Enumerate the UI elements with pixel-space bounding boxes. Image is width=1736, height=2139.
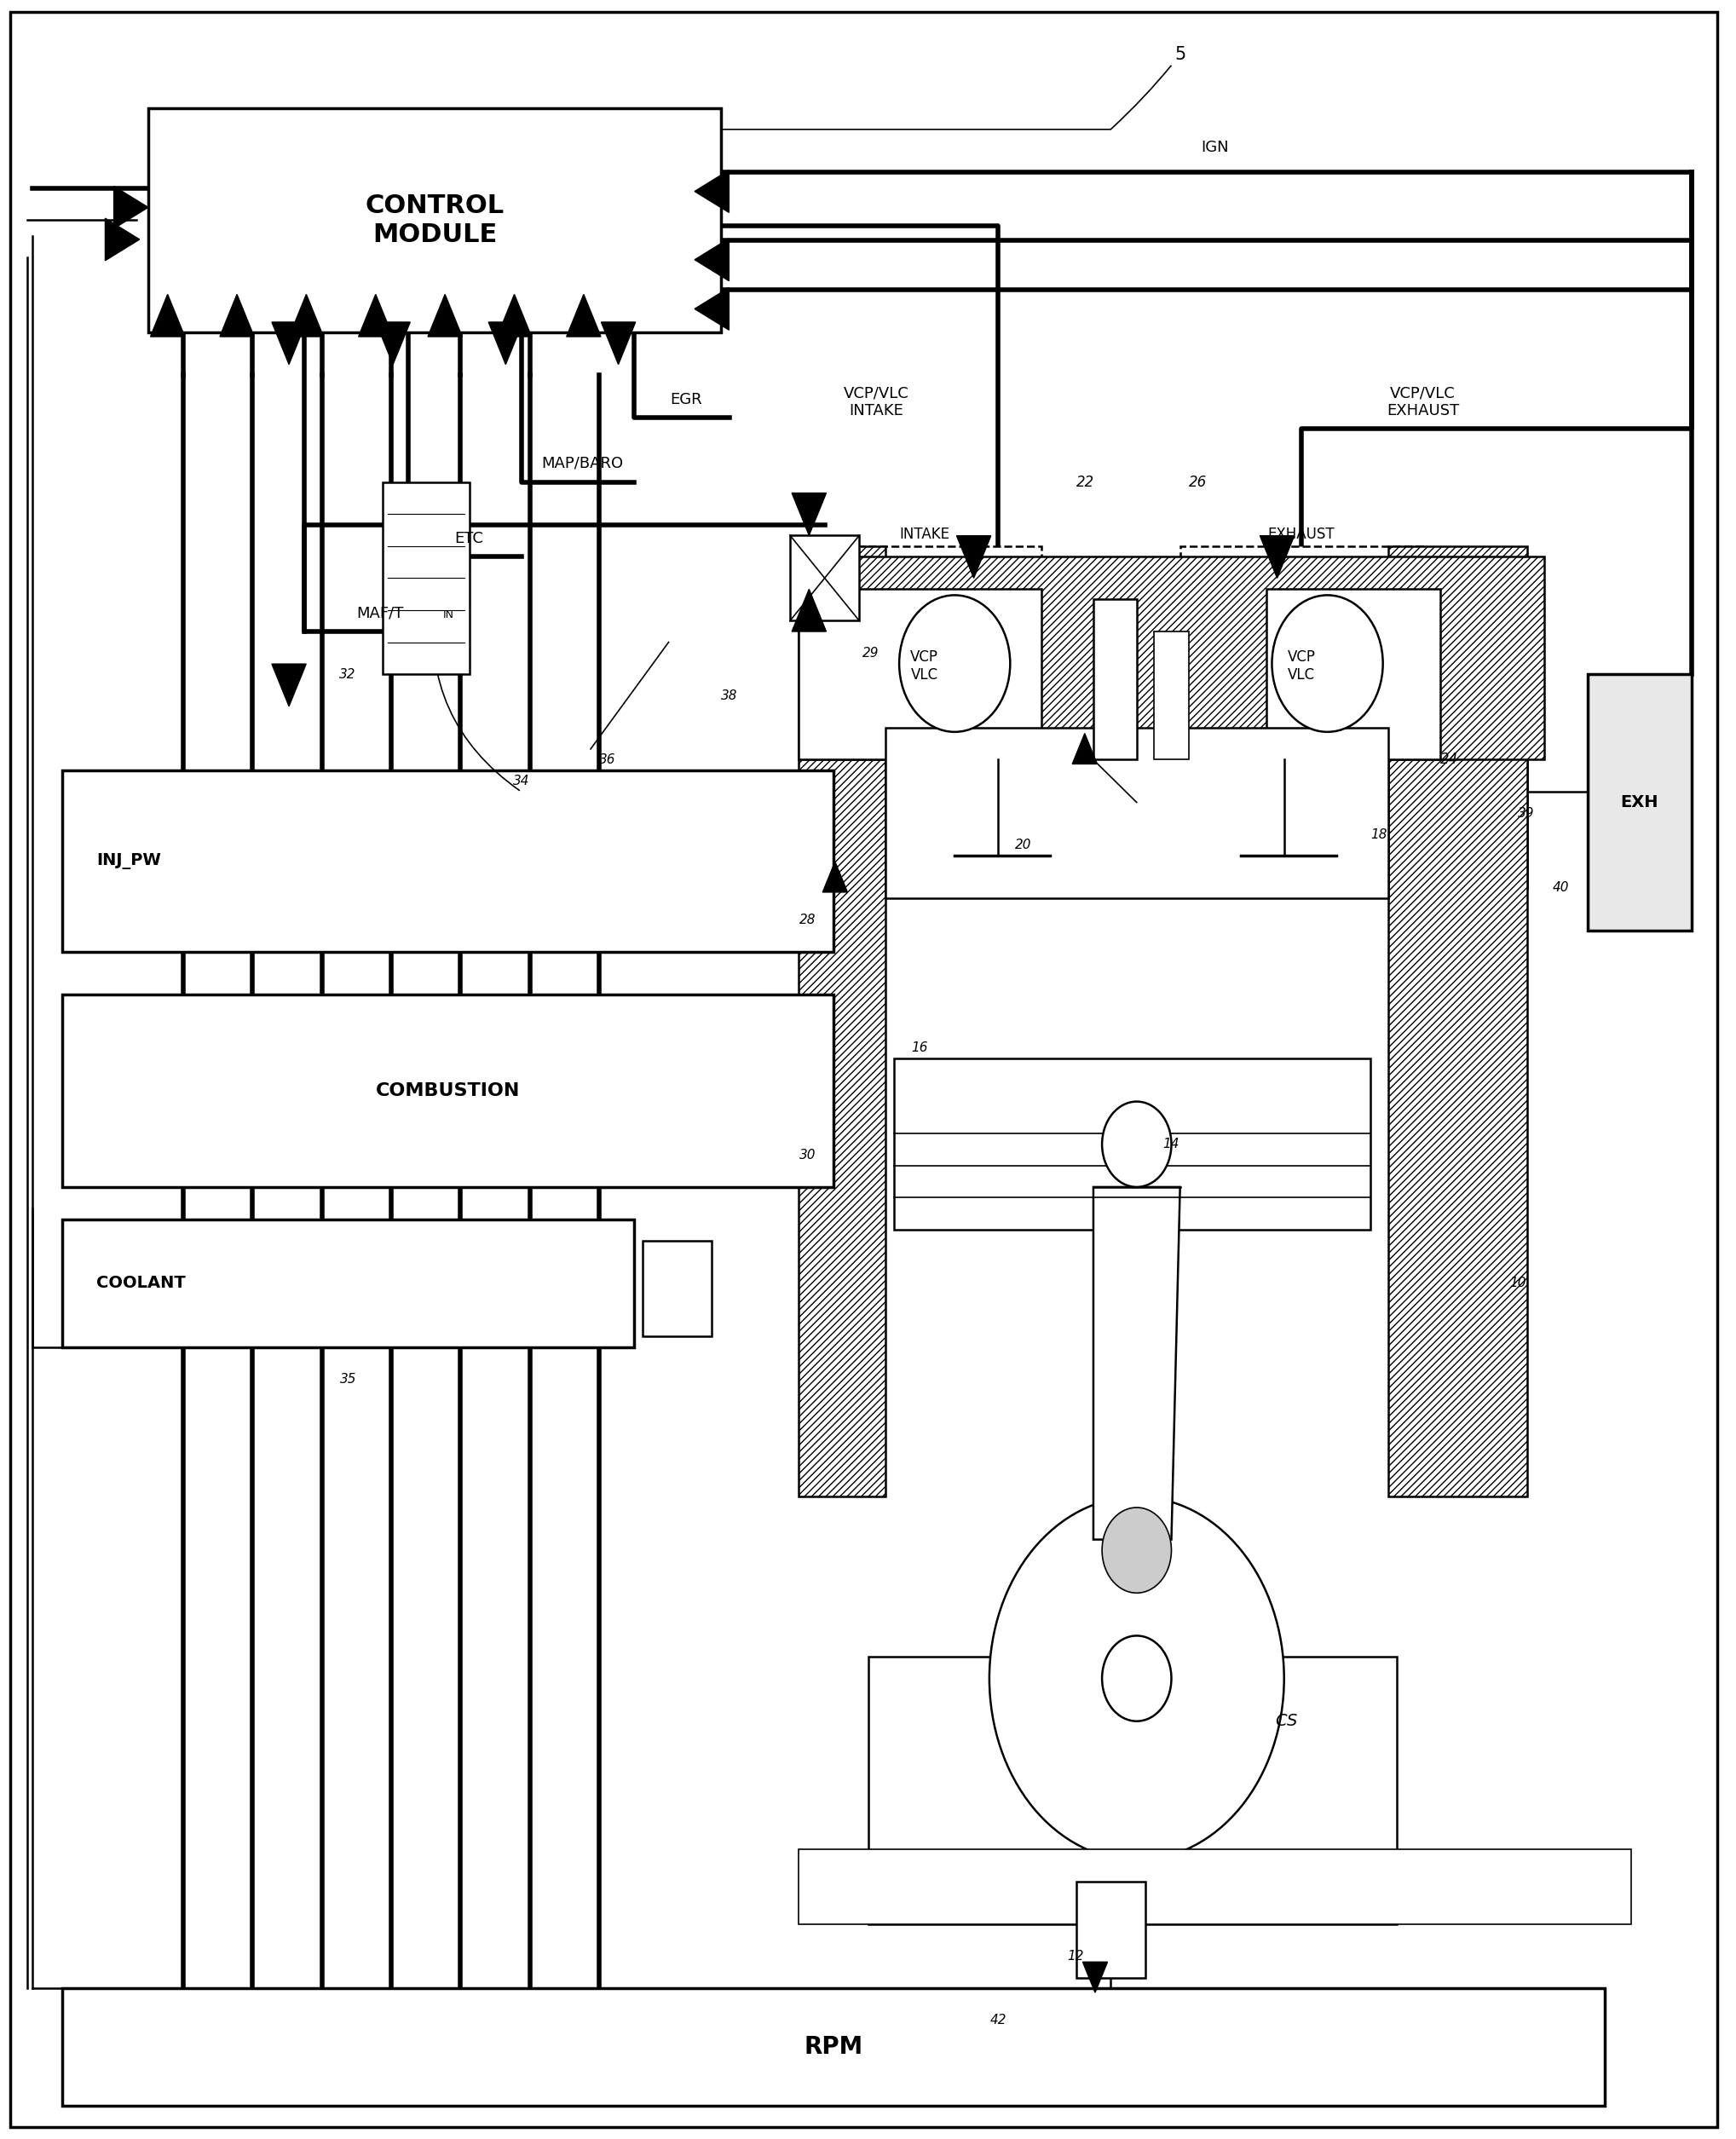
Text: COOLANT: COOLANT	[97, 1275, 186, 1292]
Polygon shape	[823, 862, 847, 892]
Polygon shape	[290, 295, 323, 336]
Text: 32: 32	[339, 667, 356, 680]
Text: 34: 34	[512, 774, 529, 787]
Text: EXH: EXH	[1620, 794, 1658, 811]
Polygon shape	[694, 171, 729, 212]
Bar	[642, 1241, 712, 1337]
Text: 30: 30	[799, 1149, 816, 1161]
Polygon shape	[694, 240, 729, 280]
Text: VCP
VLC: VCP VLC	[910, 650, 939, 682]
Bar	[799, 556, 1543, 759]
Polygon shape	[220, 295, 253, 336]
Text: 12: 12	[1068, 1951, 1083, 1964]
Bar	[382, 481, 469, 674]
Text: RPM: RPM	[804, 2034, 863, 2060]
Text: 5: 5	[1175, 47, 1186, 64]
Polygon shape	[106, 218, 139, 261]
Text: 29: 29	[863, 646, 880, 659]
Circle shape	[899, 595, 1010, 732]
Bar	[1389, 545, 1526, 1497]
Bar	[790, 535, 859, 620]
Text: 35: 35	[340, 1373, 356, 1386]
Text: VCP/VLC
INTAKE: VCP/VLC INTAKE	[844, 385, 910, 419]
Text: 40: 40	[1552, 881, 1569, 894]
Text: MAP/BARO: MAP/BARO	[542, 456, 623, 471]
Bar	[1076, 1882, 1146, 1979]
Text: CS: CS	[1276, 1713, 1299, 1728]
Polygon shape	[115, 186, 148, 229]
Bar	[62, 995, 833, 1187]
Text: 28: 28	[799, 913, 816, 926]
Text: 26: 26	[1189, 475, 1207, 490]
Bar	[885, 727, 1389, 898]
Text: EXHAUST: EXHAUST	[1267, 526, 1335, 541]
Bar	[62, 1219, 634, 1348]
Polygon shape	[273, 323, 306, 364]
Polygon shape	[957, 535, 991, 578]
Polygon shape	[1083, 1961, 1108, 1994]
Circle shape	[990, 1497, 1285, 1861]
Polygon shape	[427, 295, 462, 336]
Polygon shape	[496, 295, 531, 336]
Text: 18: 18	[1371, 828, 1387, 841]
Bar	[799, 588, 1042, 759]
Circle shape	[1272, 595, 1384, 732]
Text: 10: 10	[1509, 1277, 1526, 1290]
Polygon shape	[601, 323, 635, 364]
Bar	[1267, 588, 1441, 759]
Bar	[868, 1658, 1397, 1925]
Polygon shape	[792, 492, 826, 535]
Polygon shape	[488, 323, 523, 364]
Text: IN: IN	[443, 610, 455, 620]
Bar	[149, 107, 720, 332]
Text: 39: 39	[1517, 806, 1535, 819]
Text: 22: 22	[1076, 475, 1094, 490]
Bar	[62, 770, 833, 952]
Text: VCP
VLC: VCP VLC	[1288, 650, 1316, 682]
Text: 20: 20	[1016, 838, 1031, 851]
Circle shape	[1102, 1102, 1172, 1187]
Bar	[799, 545, 885, 1497]
Text: VCP/VLC
EXHAUST: VCP/VLC EXHAUST	[1387, 385, 1458, 419]
Bar	[1154, 631, 1189, 759]
Text: CONTROL
MODULE: CONTROL MODULE	[365, 193, 503, 246]
Bar	[894, 1059, 1371, 1230]
Bar	[1587, 674, 1691, 930]
Polygon shape	[375, 323, 410, 364]
Polygon shape	[151, 295, 184, 336]
Text: 36: 36	[599, 753, 616, 766]
Text: INJ_PW: INJ_PW	[97, 853, 161, 868]
Bar	[1180, 545, 1424, 813]
Text: 16: 16	[911, 1042, 929, 1055]
Text: 42: 42	[990, 2015, 1007, 2026]
Polygon shape	[1073, 734, 1097, 764]
Bar	[62, 1989, 1604, 2105]
Text: 14: 14	[1163, 1138, 1179, 1151]
Polygon shape	[273, 663, 306, 706]
Polygon shape	[1260, 535, 1295, 578]
Text: ETC: ETC	[455, 530, 484, 545]
Polygon shape	[694, 289, 729, 329]
Circle shape	[1102, 1508, 1172, 1594]
Polygon shape	[1094, 1187, 1180, 1540]
Text: COMBUSTION: COMBUSTION	[375, 1082, 519, 1099]
Polygon shape	[359, 295, 392, 336]
Text: 24: 24	[1441, 753, 1458, 768]
Bar	[807, 545, 1042, 813]
Text: INTAKE: INTAKE	[899, 526, 950, 541]
Bar	[799, 1850, 1630, 1925]
Text: 38: 38	[720, 689, 738, 702]
Bar	[1094, 599, 1137, 759]
Polygon shape	[792, 588, 826, 631]
Text: IGN: IGN	[1201, 139, 1229, 154]
Text: MAF/T: MAF/T	[356, 605, 404, 620]
Text: EGR: EGR	[670, 391, 701, 406]
Polygon shape	[566, 295, 601, 336]
Circle shape	[1102, 1636, 1172, 1722]
